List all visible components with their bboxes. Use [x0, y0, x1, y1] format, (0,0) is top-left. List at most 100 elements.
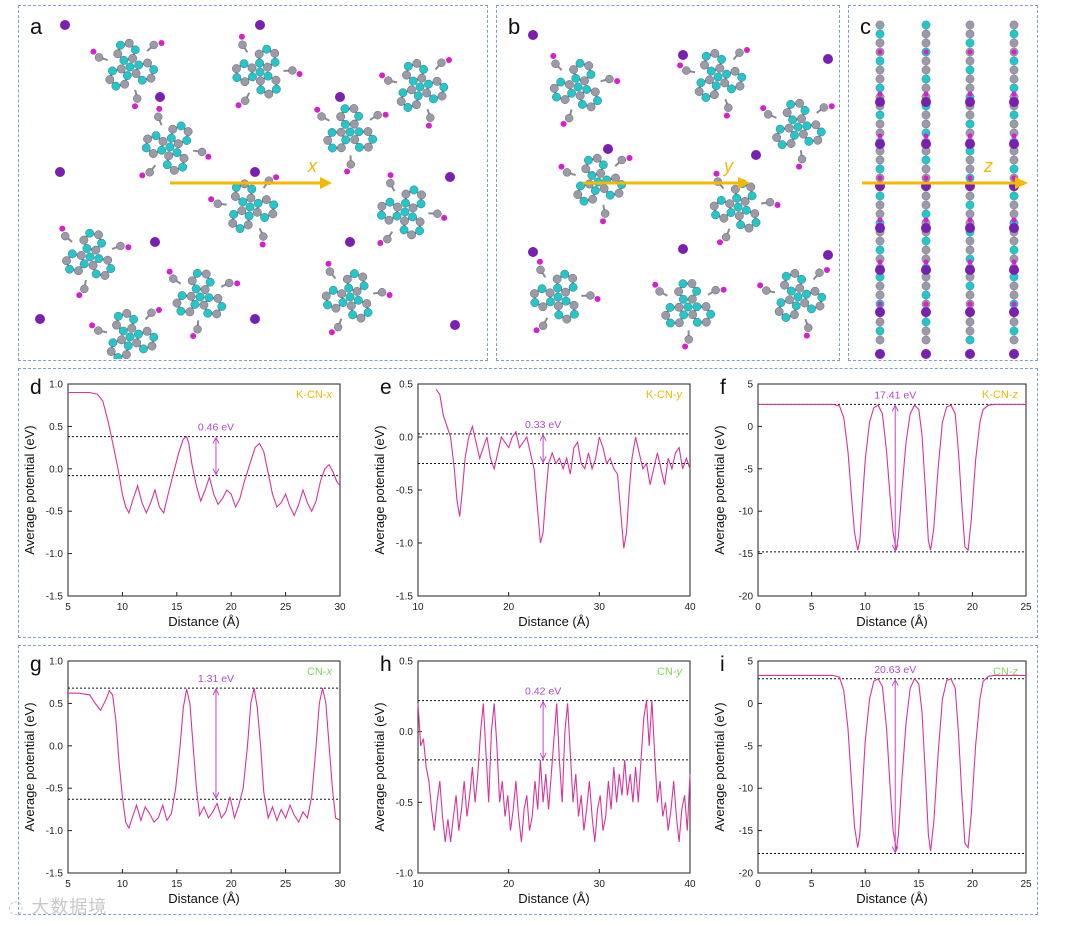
atom — [719, 213, 729, 223]
y-tick-label: 5 — [747, 657, 753, 668]
atom — [359, 281, 369, 291]
atom — [744, 223, 754, 233]
panel-letter-e: e — [380, 376, 392, 399]
series-label-axis: y — [676, 389, 684, 401]
atom — [590, 186, 600, 195]
atom — [261, 195, 271, 204]
atom — [775, 124, 785, 134]
atom-h — [877, 175, 883, 181]
atom — [921, 245, 931, 255]
x-tick-label: 0 — [755, 602, 761, 613]
atom — [751, 218, 761, 227]
atom — [1009, 191, 1019, 201]
atom — [97, 238, 106, 248]
atom — [965, 29, 975, 39]
atom-h — [652, 281, 659, 288]
atom — [1009, 326, 1019, 336]
x-tick-label: 10 — [860, 879, 872, 890]
atom — [1009, 209, 1019, 219]
atom — [725, 199, 735, 209]
series-label: K-CN-z — [982, 389, 1019, 401]
atom — [437, 91, 447, 101]
atom — [701, 93, 711, 102]
atom — [398, 88, 408, 98]
atom — [537, 284, 547, 294]
atom-h — [823, 266, 830, 273]
atom — [781, 271, 791, 281]
energy-gap-arrowhead-up — [539, 700, 547, 708]
potassium-atom — [1009, 139, 1019, 149]
atom — [793, 122, 803, 132]
atom-h — [877, 259, 883, 265]
atom — [94, 254, 104, 263]
y-tick-label: -5 — [744, 741, 753, 752]
atom-h — [923, 133, 929, 139]
atom — [407, 230, 416, 240]
panel-letter-h: h — [380, 653, 392, 676]
atom — [122, 71, 132, 80]
atom — [178, 162, 188, 172]
atom — [232, 64, 241, 74]
x-tick-label: 25 — [280, 602, 292, 613]
atom — [965, 317, 975, 327]
atom — [349, 104, 359, 113]
atom — [199, 300, 209, 310]
atom — [722, 69, 731, 79]
atom — [1009, 281, 1019, 291]
atom-h — [967, 301, 973, 307]
atom — [586, 102, 596, 112]
atom-h — [536, 258, 543, 265]
y-tick-label: -1.0 — [46, 549, 64, 560]
y-tick-label: -0.5 — [46, 507, 64, 518]
atom — [225, 278, 234, 288]
atom — [240, 77, 250, 87]
atom — [875, 29, 885, 39]
atom — [158, 136, 168, 146]
atom — [674, 318, 684, 328]
atom — [323, 135, 333, 145]
panel-letter-c: c — [860, 14, 871, 39]
atom — [229, 209, 239, 219]
potassium-atom — [35, 314, 45, 324]
atom — [392, 211, 402, 221]
atom — [571, 73, 581, 83]
atom — [85, 228, 95, 238]
atom-h — [425, 122, 432, 129]
atom — [132, 94, 142, 103]
atom-h — [273, 174, 280, 181]
atom — [344, 283, 354, 293]
atom — [105, 75, 115, 84]
atom — [336, 143, 346, 153]
atom — [776, 298, 786, 308]
potassium-atom — [345, 237, 355, 247]
atom — [802, 289, 811, 299]
atom — [183, 127, 193, 136]
x-tick-label: 40 — [684, 879, 696, 890]
atom — [734, 211, 744, 221]
atom — [561, 287, 570, 297]
atom — [346, 160, 355, 169]
atom — [567, 88, 576, 98]
atom — [341, 135, 351, 145]
x-tick-label: 5 — [809, 879, 815, 890]
atom-h — [205, 153, 212, 160]
atom — [172, 148, 182, 158]
atom — [417, 190, 426, 200]
potassium-atom — [823, 54, 833, 64]
potassium-atom — [965, 307, 975, 317]
atom — [149, 332, 159, 342]
atom — [108, 338, 118, 348]
potassium-atom — [250, 167, 260, 177]
atom — [1009, 200, 1019, 210]
atom — [762, 286, 771, 295]
atom — [1009, 119, 1019, 129]
atom — [350, 135, 360, 145]
atom — [875, 281, 885, 291]
series-label: CN-y — [657, 666, 684, 678]
atom — [581, 164, 591, 174]
atom — [921, 29, 931, 39]
atom — [419, 64, 428, 74]
atom — [253, 198, 263, 208]
atom — [965, 20, 975, 30]
y-tick-label: -10 — [739, 507, 754, 518]
